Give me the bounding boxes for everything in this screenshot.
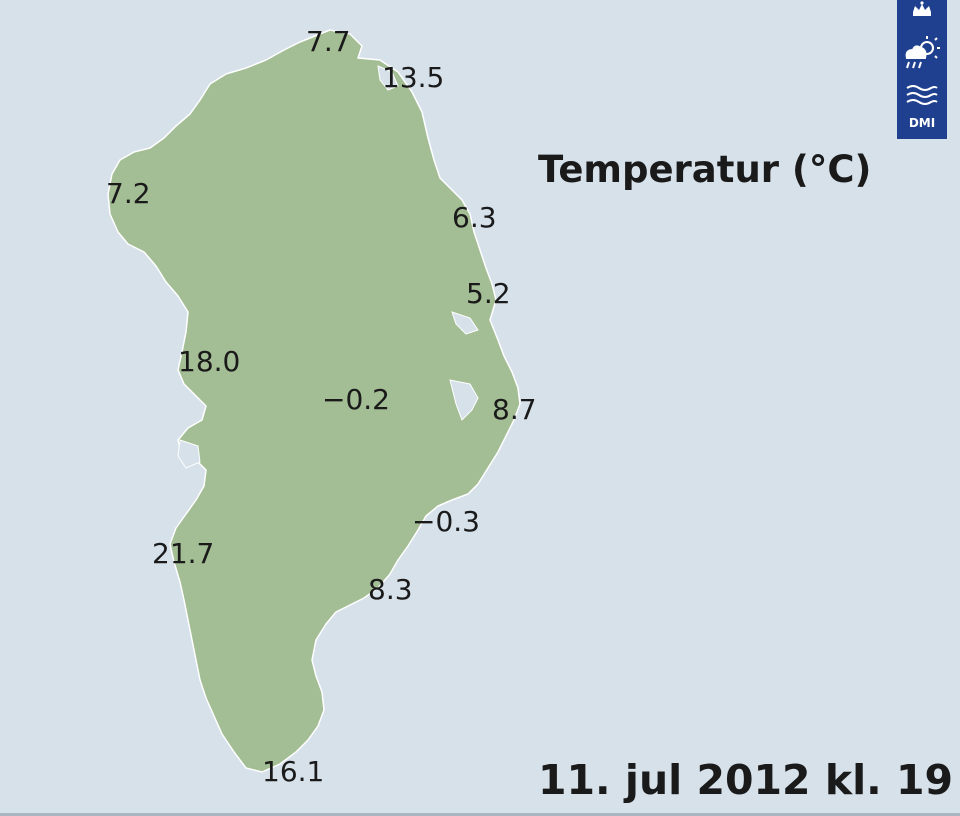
temp-label-kangerlussuaq: 21.7: [152, 537, 215, 570]
dmi-logo: DMI: [897, 0, 947, 139]
temp-label-ittoqqortoormiit: 8.7: [492, 393, 537, 426]
weather-sun-cloud-icon: [905, 36, 940, 69]
temp-label-summit: −0.2: [322, 383, 390, 416]
temp-label-qaanaaq: 7.2: [106, 177, 151, 210]
map-timestamp: 11. jul 2012 kl. 19: [538, 756, 954, 804]
temp-label-ilulissat: 18.0: [178, 345, 241, 378]
crown-icon: [913, 1, 931, 16]
temp-label-narsarsuaq: 16.1: [262, 755, 325, 788]
temp-label-nord: 7.7: [306, 25, 351, 58]
logo-text: DMI: [909, 116, 935, 130]
bottom-divider: [0, 813, 960, 816]
temp-label-station-nord: 13.5: [382, 61, 445, 94]
temp-label-daneborg: 5.2: [466, 277, 511, 310]
temp-label-ikermiit: 8.3: [368, 573, 413, 606]
waves-icon: [906, 85, 938, 105]
temp-label-tasiilaq: −0.3: [412, 505, 480, 538]
map-title: Temperatur (°C): [538, 148, 872, 191]
temp-label-danmarkshavn: 6.3: [452, 201, 497, 234]
